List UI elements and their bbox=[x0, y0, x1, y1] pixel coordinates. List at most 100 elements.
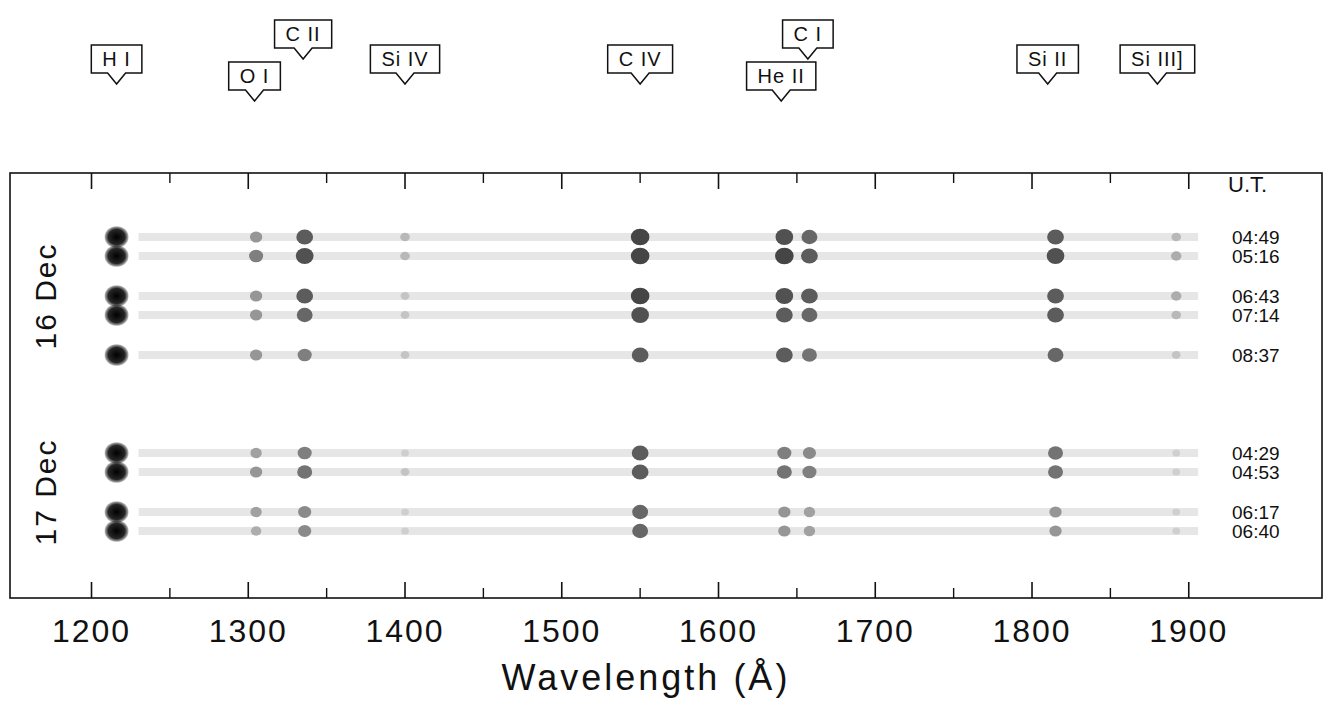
line-blob bbox=[1172, 468, 1180, 475]
line-blob bbox=[401, 311, 410, 319]
line-blob bbox=[802, 348, 817, 362]
tick-top bbox=[1188, 173, 1190, 189]
line-blob bbox=[775, 248, 794, 265]
tick-top bbox=[718, 173, 720, 189]
annotation-box bbox=[1120, 45, 1195, 84]
time-label: 04:53 bbox=[1232, 462, 1280, 483]
line-blob bbox=[632, 347, 649, 362]
annotation-text: O I bbox=[240, 65, 270, 87]
tick-bottom bbox=[247, 582, 249, 598]
continuum-texture bbox=[139, 527, 1199, 535]
time-label: 07:14 bbox=[1232, 305, 1280, 326]
line-blob bbox=[801, 230, 817, 244]
line-blob bbox=[1048, 348, 1064, 362]
tick-label: 1700 bbox=[836, 613, 915, 649]
minor-tick bbox=[953, 588, 954, 598]
line-blob bbox=[778, 506, 790, 517]
line-blob bbox=[1171, 291, 1182, 300]
line-blob bbox=[105, 501, 129, 523]
tick-label: 1400 bbox=[365, 613, 444, 649]
line-blob bbox=[250, 448, 261, 458]
tick-top bbox=[404, 173, 406, 189]
time-label: 06:17 bbox=[1232, 502, 1280, 523]
line-blob bbox=[631, 288, 650, 305]
line-blob bbox=[775, 288, 793, 304]
minor-tick bbox=[1110, 173, 1111, 183]
line-blob bbox=[297, 465, 312, 479]
continuum-texture bbox=[139, 351, 1199, 359]
tick-bottom bbox=[874, 582, 876, 598]
time-header: U.T. bbox=[1228, 172, 1267, 197]
tick-label: 1500 bbox=[522, 613, 601, 649]
line-blob bbox=[251, 526, 262, 535]
line-blob bbox=[250, 231, 262, 242]
line-blob bbox=[1172, 527, 1180, 534]
line-blob bbox=[801, 248, 818, 263]
line-blob bbox=[105, 304, 129, 326]
line-blob bbox=[105, 461, 129, 483]
line-blob bbox=[401, 351, 410, 359]
line-blob bbox=[632, 505, 648, 519]
tick-top bbox=[91, 173, 93, 189]
annotation-text: Si III] bbox=[1131, 48, 1184, 70]
line-blob bbox=[803, 447, 816, 459]
background bbox=[0, 0, 1330, 711]
tick-top bbox=[561, 173, 563, 189]
line-blob bbox=[250, 507, 261, 517]
line-blob bbox=[105, 285, 129, 307]
tick-bottom bbox=[91, 582, 93, 598]
line-blob bbox=[401, 527, 409, 534]
line-blob bbox=[401, 292, 410, 300]
plot-frame bbox=[10, 173, 1322, 598]
tick-label: 1200 bbox=[52, 613, 131, 649]
tick-label: 1600 bbox=[679, 613, 758, 649]
annotation-box bbox=[229, 62, 281, 101]
tick-top bbox=[247, 173, 249, 189]
tick-label: 1900 bbox=[1149, 613, 1228, 649]
line-blob bbox=[804, 507, 815, 517]
x-axis-title: Wavelength (Å) bbox=[502, 657, 791, 698]
line-blob bbox=[804, 526, 815, 536]
line-blob bbox=[297, 308, 313, 322]
line-blob bbox=[1172, 351, 1181, 359]
tick-bottom bbox=[561, 582, 563, 598]
line-blob bbox=[401, 508, 409, 515]
line-blob bbox=[632, 464, 649, 479]
line-blob bbox=[1171, 251, 1182, 260]
tick-top bbox=[1031, 173, 1033, 189]
line-blob bbox=[776, 307, 793, 322]
time-label: 06:40 bbox=[1232, 521, 1280, 542]
minor-tick bbox=[639, 588, 640, 598]
tick-bottom bbox=[404, 582, 406, 598]
line-blob bbox=[296, 229, 313, 244]
line-blob bbox=[298, 506, 311, 518]
line-blob bbox=[1171, 311, 1181, 320]
annotation-box bbox=[747, 62, 816, 101]
minor-tick bbox=[639, 173, 640, 183]
minor-tick bbox=[1110, 588, 1111, 598]
line-blob bbox=[296, 288, 313, 303]
time-label: 04:29 bbox=[1232, 443, 1280, 464]
line-blob bbox=[1047, 248, 1065, 264]
line-blob bbox=[631, 307, 649, 323]
continuum-texture bbox=[139, 449, 1199, 457]
line-blob bbox=[1047, 307, 1064, 322]
line-blob bbox=[401, 468, 410, 476]
line-blob bbox=[777, 447, 791, 460]
time-label: 08:37 bbox=[1232, 345, 1280, 366]
line-blob bbox=[1047, 288, 1064, 303]
minor-tick bbox=[326, 588, 327, 598]
line-blob bbox=[298, 525, 311, 537]
line-blob bbox=[249, 250, 263, 263]
line-blob bbox=[1172, 508, 1180, 515]
line-blob bbox=[801, 288, 818, 303]
line-blob bbox=[776, 347, 793, 362]
figure: 12001300140015001600170018001900Waveleng… bbox=[0, 0, 1330, 711]
annotation-text: C I bbox=[794, 23, 823, 45]
line-blob bbox=[250, 290, 262, 301]
line-blob bbox=[631, 229, 650, 246]
annotation-text: Si II bbox=[1028, 48, 1067, 70]
annotation-box bbox=[783, 20, 834, 59]
minor-tick bbox=[796, 588, 797, 598]
tick-bottom bbox=[718, 582, 720, 598]
